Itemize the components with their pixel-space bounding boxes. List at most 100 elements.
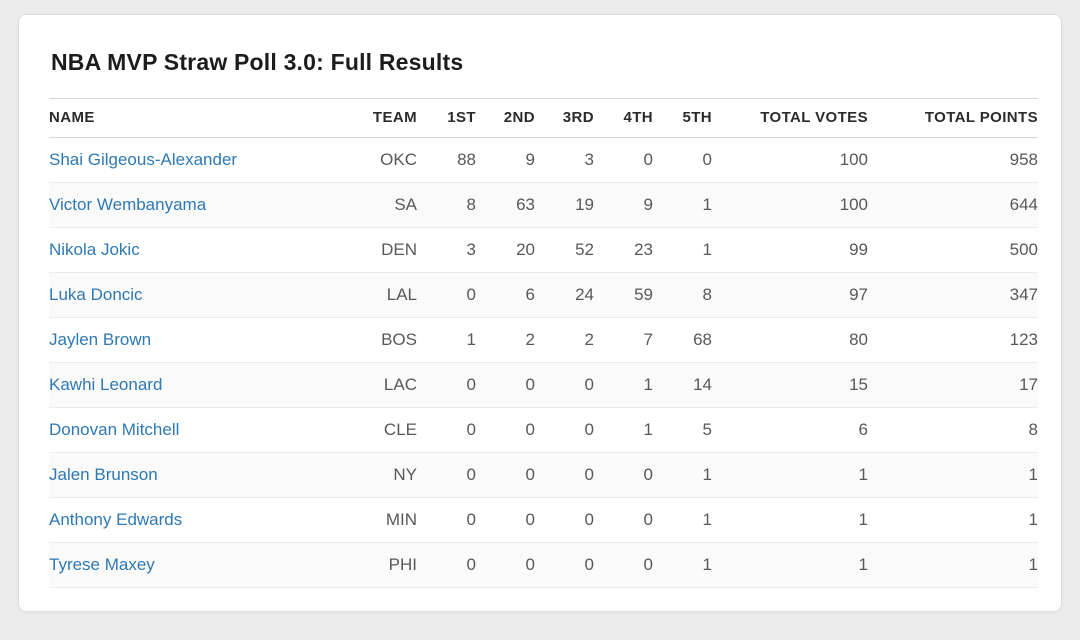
votes-4th-cell: 0 bbox=[594, 452, 653, 498]
table-header: NAME TEAM 1ST 2ND 3RD 4TH 5TH TOTAL VOTE… bbox=[49, 98, 1038, 138]
player-link[interactable]: Luka Doncic bbox=[49, 285, 143, 304]
votes-2nd-cell: 63 bbox=[476, 182, 535, 228]
team-cell: SA bbox=[351, 182, 417, 228]
votes-4th-cell: 0 bbox=[594, 542, 653, 588]
total-points-cell: 123 bbox=[868, 317, 1038, 363]
page-title: NBA MVP Straw Poll 3.0: Full Results bbox=[51, 49, 464, 75]
votes-3rd-cell: 52 bbox=[535, 227, 594, 273]
votes-2nd-cell: 0 bbox=[476, 362, 535, 408]
player-link[interactable]: Anthony Edwards bbox=[49, 510, 183, 529]
player-link[interactable]: Jaylen Brown bbox=[49, 330, 152, 349]
votes-5th-cell: 1 bbox=[653, 542, 712, 588]
total-votes-cell: 100 bbox=[712, 137, 868, 183]
player-link[interactable]: Tyrese Maxey bbox=[49, 555, 155, 574]
votes-3rd-cell: 0 bbox=[535, 362, 594, 408]
total-votes-cell: 15 bbox=[712, 362, 868, 408]
column-header-4th: 4TH bbox=[594, 98, 653, 138]
votes-4th-cell: 1 bbox=[594, 407, 653, 453]
votes-4th-cell: 23 bbox=[594, 227, 653, 273]
total-votes-cell: 1 bbox=[712, 452, 868, 498]
player-link[interactable]: Victor Wembanyama bbox=[49, 195, 207, 214]
votes-1st-cell: 0 bbox=[417, 542, 476, 588]
votes-3rd-cell: 2 bbox=[535, 317, 594, 363]
player-name-cell: Victor Wembanyama bbox=[49, 182, 351, 228]
total-points-cell: 1 bbox=[868, 452, 1038, 498]
player-link[interactable]: Kawhi Leonard bbox=[49, 375, 163, 394]
votes-1st-cell: 1 bbox=[417, 317, 476, 363]
player-name-cell: Donovan Mitchell bbox=[49, 407, 351, 453]
votes-5th-cell: 0 bbox=[653, 137, 712, 183]
player-name-cell: Anthony Edwards bbox=[49, 497, 351, 543]
votes-5th-cell: 1 bbox=[653, 182, 712, 228]
player-link[interactable]: Jalen Brunson bbox=[49, 465, 158, 484]
votes-1st-cell: 0 bbox=[417, 497, 476, 543]
votes-5th-cell: 5 bbox=[653, 407, 712, 453]
votes-1st-cell: 0 bbox=[417, 272, 476, 318]
team-cell: BOS bbox=[351, 317, 417, 363]
player-name-cell: Tyrese Maxey bbox=[49, 542, 351, 588]
votes-3rd-cell: 3 bbox=[535, 137, 594, 183]
votes-2nd-cell: 20 bbox=[476, 227, 535, 273]
total-points-cell: 1 bbox=[868, 542, 1038, 588]
votes-5th-cell: 1 bbox=[653, 452, 712, 498]
votes-1st-cell: 3 bbox=[417, 227, 476, 273]
votes-2nd-cell: 0 bbox=[476, 407, 535, 453]
votes-3rd-cell: 0 bbox=[535, 407, 594, 453]
votes-2nd-cell: 0 bbox=[476, 452, 535, 498]
table-row: Tyrese Maxey PHI 0 0 0 0 1 1 1 bbox=[49, 542, 1038, 588]
column-header-total-points: TOTAL POINTS bbox=[868, 98, 1038, 138]
column-header-1st: 1ST bbox=[417, 98, 476, 138]
votes-5th-cell: 1 bbox=[653, 227, 712, 273]
results-table: NAME TEAM 1ST 2ND 3RD 4TH 5TH TOTAL VOTE… bbox=[49, 98, 1038, 588]
column-header-total-votes: TOTAL VOTES bbox=[712, 98, 868, 138]
player-name-cell: Shai Gilgeous-Alexander bbox=[49, 137, 351, 183]
player-link[interactable]: Nikola Jokic bbox=[49, 240, 140, 259]
votes-3rd-cell: 0 bbox=[535, 497, 594, 543]
total-points-cell: 958 bbox=[868, 137, 1038, 183]
votes-1st-cell: 88 bbox=[417, 137, 476, 183]
header-row: NAME TEAM 1ST 2ND 3RD 4TH 5TH TOTAL VOTE… bbox=[49, 98, 1038, 138]
player-name-cell: Jalen Brunson bbox=[49, 452, 351, 498]
votes-2nd-cell: 2 bbox=[476, 317, 535, 363]
votes-4th-cell: 0 bbox=[594, 497, 653, 543]
votes-1st-cell: 0 bbox=[417, 362, 476, 408]
votes-4th-cell: 7 bbox=[594, 317, 653, 363]
results-card: NBA MVP Straw Poll 3.0: Full Results NAM… bbox=[18, 14, 1062, 612]
total-votes-cell: 1 bbox=[712, 542, 868, 588]
table-row: Victor Wembanyama SA 8 63 19 9 1 100 644 bbox=[49, 182, 1038, 228]
votes-4th-cell: 0 bbox=[594, 137, 653, 183]
column-header-name: NAME bbox=[49, 98, 351, 138]
votes-2nd-cell: 0 bbox=[476, 497, 535, 543]
table-row: Jaylen Brown BOS 1 2 2 7 68 80 123 bbox=[49, 317, 1038, 363]
player-link[interactable]: Donovan Mitchell bbox=[49, 420, 180, 439]
votes-5th-cell: 68 bbox=[653, 317, 712, 363]
votes-5th-cell: 1 bbox=[653, 497, 712, 543]
team-cell: OKC bbox=[351, 137, 417, 183]
team-cell: NY bbox=[351, 452, 417, 498]
total-points-cell: 8 bbox=[868, 407, 1038, 453]
total-votes-cell: 6 bbox=[712, 407, 868, 453]
table-row: Kawhi Leonard LAC 0 0 0 1 14 15 17 bbox=[49, 362, 1038, 408]
column-header-team: TEAM bbox=[351, 98, 417, 138]
column-header-3rd: 3RD bbox=[535, 98, 594, 138]
votes-1st-cell: 8 bbox=[417, 182, 476, 228]
total-votes-cell: 100 bbox=[712, 182, 868, 228]
votes-4th-cell: 59 bbox=[594, 272, 653, 318]
votes-3rd-cell: 0 bbox=[535, 542, 594, 588]
column-header-2nd: 2ND bbox=[476, 98, 535, 138]
team-cell: CLE bbox=[351, 407, 417, 453]
votes-5th-cell: 8 bbox=[653, 272, 712, 318]
total-votes-cell: 1 bbox=[712, 497, 868, 543]
total-votes-cell: 99 bbox=[712, 227, 868, 273]
player-link[interactable]: Shai Gilgeous-Alexander bbox=[49, 150, 238, 169]
table-row: Donovan Mitchell CLE 0 0 0 1 5 6 8 bbox=[49, 407, 1038, 453]
votes-3rd-cell: 0 bbox=[535, 452, 594, 498]
votes-3rd-cell: 19 bbox=[535, 182, 594, 228]
votes-2nd-cell: 9 bbox=[476, 137, 535, 183]
votes-4th-cell: 9 bbox=[594, 182, 653, 228]
total-points-cell: 17 bbox=[868, 362, 1038, 408]
votes-1st-cell: 0 bbox=[417, 407, 476, 453]
total-votes-cell: 80 bbox=[712, 317, 868, 363]
votes-1st-cell: 0 bbox=[417, 452, 476, 498]
player-name-cell: Luka Doncic bbox=[49, 272, 351, 318]
